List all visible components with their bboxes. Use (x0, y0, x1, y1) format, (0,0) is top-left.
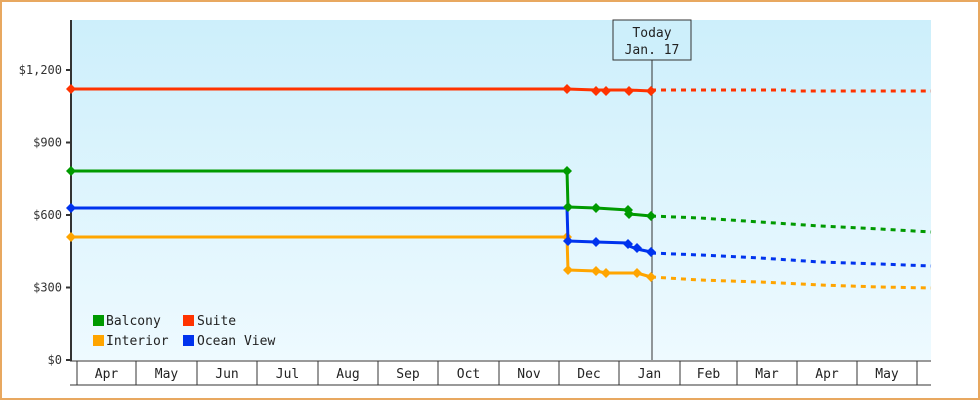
legend-swatch-ocean-view (183, 335, 194, 346)
series-ocean-view (66, 203, 932, 268)
legend-swatch-balcony (93, 315, 104, 326)
data-point-marker[interactable] (624, 209, 634, 219)
x-tick-label: Oct (457, 367, 480, 382)
data-point-marker[interactable] (591, 86, 601, 96)
data-point-marker[interactable] (66, 84, 76, 94)
data-point-marker[interactable] (66, 166, 76, 176)
forecast-line-interior (650, 275, 932, 290)
data-point-marker[interactable] (601, 86, 611, 96)
series-balcony (66, 166, 932, 234)
today-label: Today (632, 26, 671, 41)
data-point-marker[interactable] (646, 247, 656, 257)
y-tick-label: $300 (33, 281, 62, 295)
data-point-marker[interactable] (591, 203, 601, 213)
x-tick-label: Nov (517, 367, 541, 382)
legend-item-ocean-view[interactable]: Ocean View (183, 334, 275, 349)
x-tick-label: Apr (815, 367, 839, 382)
legend-label-balcony: Balcony (106, 314, 161, 329)
legend-item-interior[interactable]: Interior (93, 334, 169, 349)
x-tick-label: Jun (215, 367, 238, 382)
legend-label-suite: Suite (197, 314, 236, 329)
data-point-marker[interactable] (563, 202, 573, 212)
legend-label-ocean-view: Ocean View (197, 334, 275, 349)
x-tick-label: Apr (95, 367, 119, 382)
x-tick-label: Mar (755, 367, 779, 382)
chart-legend: Balcony Suite Interior Ocean View (93, 314, 275, 349)
data-point-marker[interactable] (646, 272, 656, 282)
data-point-marker[interactable] (562, 166, 572, 176)
series-suite (66, 84, 931, 96)
forecast-line-balcony (650, 214, 932, 234)
data-point-marker[interactable] (624, 86, 634, 96)
legend-swatch-suite (183, 315, 194, 326)
x-tick-label: Jul (276, 367, 299, 382)
y-tick-label: $0 (48, 353, 62, 367)
x-tick-label: Dec (577, 367, 600, 382)
data-point-marker[interactable] (632, 268, 642, 278)
data-point-marker[interactable] (66, 232, 76, 242)
x-tick-label: Feb (697, 367, 721, 382)
data-point-marker[interactable] (591, 237, 601, 247)
data-point-marker[interactable] (623, 239, 633, 249)
data-point-marker[interactable] (646, 211, 656, 221)
data-point-marker[interactable] (591, 266, 601, 276)
x-tick-label: May (875, 367, 899, 382)
data-point-marker[interactable] (563, 236, 573, 246)
data-point-marker[interactable] (601, 268, 611, 278)
y-axis-ticks: $0 $300 $600 $900 $1,200 (19, 63, 71, 367)
legend-item-suite[interactable]: Suite (183, 314, 236, 329)
x-tick-label: Sep (396, 367, 420, 382)
data-point-marker[interactable] (646, 86, 656, 96)
forecast-line-ocean-view (650, 251, 932, 268)
series-lines (66, 84, 932, 290)
legend-label-interior: Interior (106, 334, 169, 349)
x-tick-label: Aug (336, 367, 359, 382)
data-point-marker[interactable] (563, 265, 573, 275)
y-tick-label: $1,200 (19, 63, 62, 77)
y-tick-label: $600 (33, 208, 62, 222)
data-point-marker[interactable] (66, 203, 76, 213)
data-point-marker[interactable] (562, 84, 572, 94)
plot-area (71, 20, 931, 360)
today-date: Jan. 17 (625, 43, 680, 58)
x-tick-label: May (155, 367, 179, 382)
x-axis: Apr May Jun Jul Aug Sep Oct Nov Dec Jan Feb Mar Apr M… (70, 360, 931, 386)
y-tick-label: $900 (33, 136, 62, 150)
data-point-marker[interactable] (632, 243, 642, 253)
legend-swatch-interior (93, 335, 104, 346)
x-tick-label: Jan (638, 367, 661, 382)
today-marker: Today Jan. 17 (612, 19, 692, 61)
forecast-line-suite (651, 88, 931, 93)
legend-item-balcony[interactable]: Balcony (93, 314, 161, 329)
